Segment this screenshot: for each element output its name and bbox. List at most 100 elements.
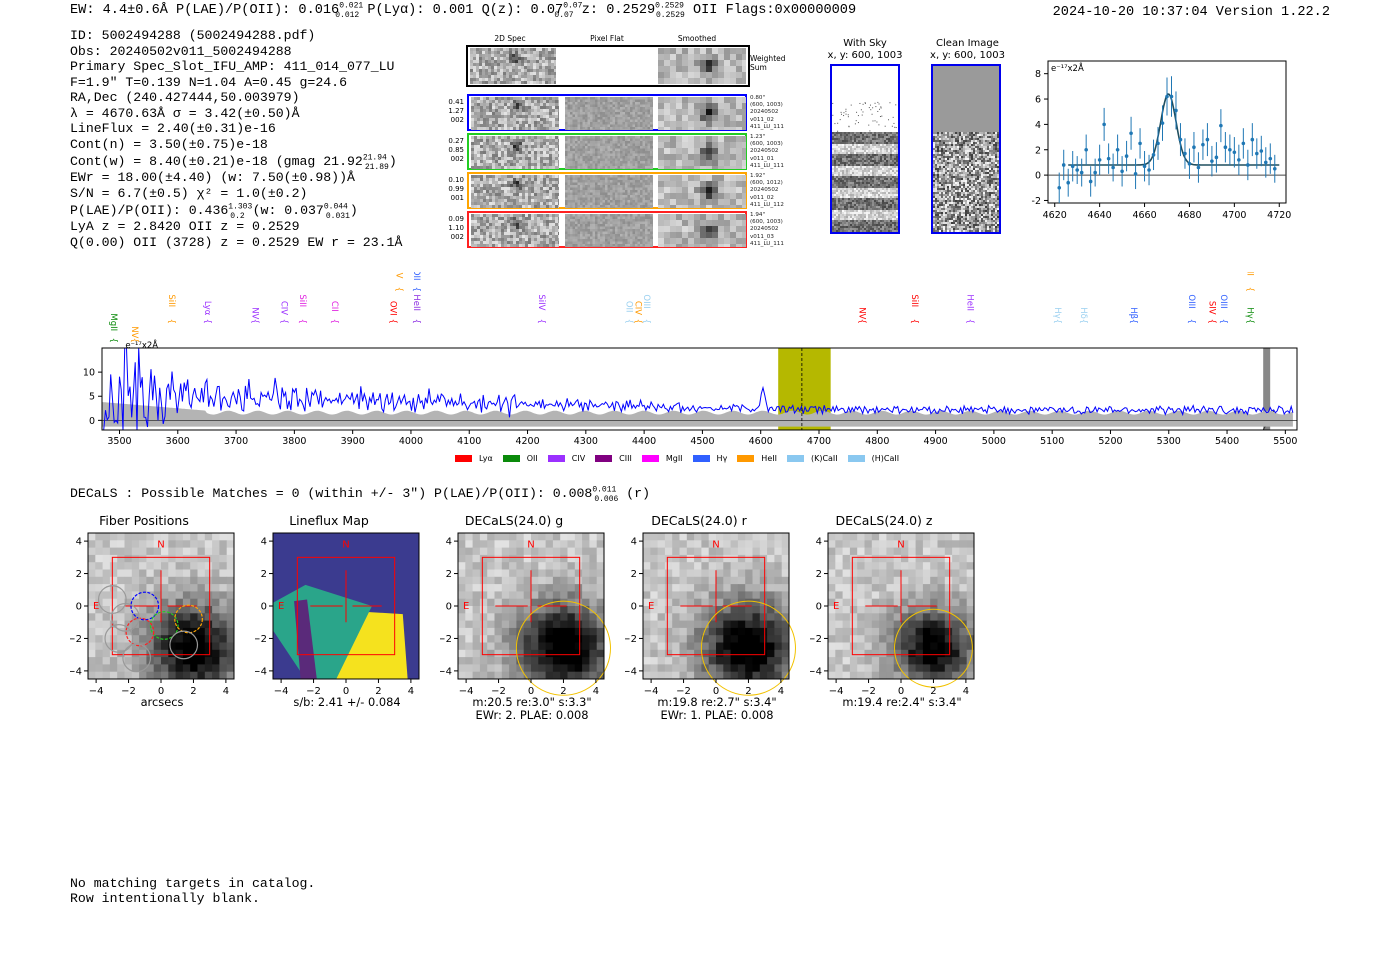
image-x-tick-label: 0 [713,686,719,697]
cutout-note-line: 0.80" [750,95,766,101]
cutout-note-line: (600, 1012) [750,180,783,187]
spectrum-line-marker-label: HeII [965,294,975,311]
spectrum-line-marker: CIII { [1244,272,1254,292]
spectrum-line-marker: Hδ{ [1078,307,1088,324]
zoom-x-tick-label: 4720 [1267,210,1291,221]
source-ellipse [894,608,973,688]
image-y-tick-label: 2 [76,569,82,580]
footer-row-blank: Row intentionally blank. [70,891,260,906]
cutout-row-frame [467,211,747,248]
cutout-row: 0.41 1.27 002 0.80" (600, 1003) 20240502 v011_… [440,94,800,132]
image-panel-title: DECaLS(24.0) z [835,513,933,528]
image-panel-caption: arcsecs [140,695,184,709]
legend-item: (K)CaII [786,454,838,463]
info-lambda: λ = 4670.63Å σ = 3.42(±0.50)Å [70,105,300,121]
cutout-note-line: (600, 1003) [750,219,783,226]
image-panel-plot: N E −4 −2 0 2 4 4 2 0 −2 −4 [440,532,611,697]
zoom-data-point [1228,147,1232,152]
image-x-tick-label: 4 [408,686,414,697]
zoom-x-tick-label: 4700 [1222,210,1246,221]
cutout-note-line: 411_LU_111 [750,162,784,169]
spectrum-line-marker-brace: { [1186,319,1196,324]
spectrum-line-marker-label: OIII [1218,294,1228,308]
image-panel-4: DECaLS(24.0) z N E −4 −2 0 2 4 4 2 0 −2 −4 m:19.4 re:… [810,513,990,723]
weighted-sum-label: Weighted Sum [750,54,786,72]
spectrum-line-marker-brace: { [1206,319,1216,324]
cutout-row: 0.09 1.10 002 1.94" (600, 1003) 20240502 v011_… [440,211,800,249]
legend-label: CIII [619,454,632,463]
legend-label: HeII [761,454,777,463]
footer-no-targets: No matching targets in catalog. [70,876,316,891]
image-x-tick-label: 2 [930,686,936,697]
cutout-smoothed [658,214,746,247]
zoom-x-tick-label: 4660 [1132,210,1156,221]
zoom-data-point [1111,165,1115,170]
zoom-data-point [1246,163,1250,167]
noise-texture [565,214,653,247]
summary-sup-0: 0.021 [339,1,364,11]
zoom-y-tick-label: 2 [1035,145,1041,156]
spectrum-line-marker-label: Hγ [1052,307,1062,318]
info-sn: S/N = 6.7(±0.5) χ² = 1.0(±0.2) [70,185,308,201]
image-y-tick-label: 0 [631,602,637,613]
image-y-tick-label: −2 [625,634,637,645]
spectrum-line-marker: Lyα { [202,301,212,324]
spectrum-line-marker: OIII { [641,294,651,324]
zoom-data-point [1151,153,1156,157]
image-panel-plot: N E −4 −2 0 2 4 4 2 0 −2 −4 [70,532,235,697]
zoom-data-point [1219,123,1223,128]
east-label: E [93,601,99,612]
spectrum-line-marker-brace: { [1052,319,1062,324]
zoom-data-point [1156,141,1160,146]
image-x-tick-label: 2 [375,686,381,697]
cutout-row-frame [467,94,747,131]
cutout-weight-value: 002 [450,116,464,124]
legend-label: OII [526,454,538,463]
spectrum-x-tick-label: 4400 [632,436,656,447]
clean-image [931,64,1001,234]
clean-coords: x, y: 600, 1003 [930,50,1005,61]
spectrum-line-marker: Hγ{ [1052,307,1062,324]
cutout-row-weights: 0.10 0.99 001 [440,176,464,203]
summary-part-2: z: 0.2529 [573,3,656,18]
cutout-pixel-flat [565,175,653,208]
legend-item: OII [502,454,538,463]
zoom-data-point [1272,166,1277,171]
zoom-data-point [1165,94,1169,99]
spectrum-line-marker-brace: { [129,338,139,343]
cutout-panel: 2D Spec Pixel Flat Smoothed Weighted Sum… [440,30,800,260]
image-x-tick-label: −2 [861,686,876,697]
noise-texture [658,214,746,247]
image-x-tick-label: 4 [593,686,599,697]
spectrum-line-marker-brace: { [857,319,867,324]
cutout-weight-value: 0.41 [448,98,464,106]
zoom-data-point [1142,164,1147,169]
spectrum-line-marker-brace: { [1244,287,1254,292]
cutout-row-weights: 0.27 0.85 002 [440,137,464,164]
spectrum-line-marker-brace: { [632,319,642,324]
zoom-data-point [1066,180,1071,185]
spectrum-x-tick-label: 4100 [457,436,481,447]
legend-label: (K)CaII [810,454,838,463]
zoom-data-point [1075,168,1079,172]
spectrum-x-tick-label: 4900 [923,436,947,447]
spectrum-x-tick-label: 5000 [982,436,1006,447]
north-label: N [342,540,349,551]
spectrum-line-marker-label: OVI [387,301,397,316]
east-label: E [278,601,284,612]
spectrum-x-tick-label: 4300 [574,436,598,447]
spectrum-line-marker-brace: { [387,319,397,324]
image-panel-caption: EWr: 1. PLAE: 0.008 [660,708,774,722]
spectrum-line-marker: OIII { [1186,294,1196,324]
image-y-tick-label: −2 [255,634,267,645]
cutout-note-line: 20240502 [750,187,779,194]
spectrum-line-marker-brace: { [1218,319,1228,324]
summary-part-0: EW: 4.4±0.6Å P(LAE)/P(OII): 0.016 [70,3,340,18]
north-label: N [527,540,534,551]
spectrum-line-marker-brace: { [536,319,546,324]
image-panel-plot: N E −4 −2 0 2 4 4 2 0 −2 −4 [810,532,975,697]
cutout-2dspec [471,97,559,130]
zoom-data-point [1178,137,1183,142]
spectrum-line-marker-label: CIII [1244,272,1254,276]
zoom-data-point [1268,156,1273,161]
